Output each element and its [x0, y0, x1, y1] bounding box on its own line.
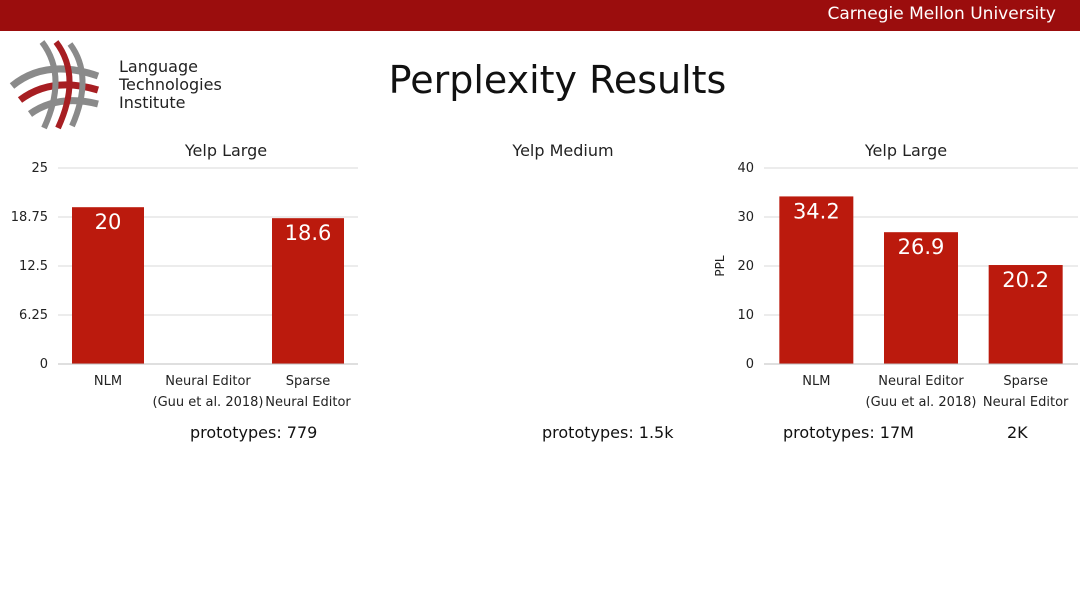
lti-logo-icon [9, 40, 100, 130]
y-tick-label: 40 [737, 161, 754, 176]
logo-line: Institute [119, 93, 186, 112]
category-label: (Guu et al. 2018) [153, 395, 264, 410]
bar [884, 232, 958, 364]
category-label: Neural Editor [878, 374, 964, 389]
y-axis-label: PPL [713, 255, 727, 276]
footnote-right-2k: 2K [1007, 423, 1028, 442]
category-label: Neural Editor [165, 374, 251, 389]
slide-title: Perplexity Results [388, 58, 727, 102]
category-label: Neural Editor [265, 395, 351, 410]
footnote-left: prototypes: 779 [190, 423, 318, 442]
data-label: 34.2 [793, 199, 840, 223]
data-label: 26.9 [898, 235, 945, 259]
chart-title: Yelp Medium [511, 141, 613, 160]
y-tick-label: 25 [31, 161, 48, 176]
bar [988, 265, 1063, 364]
data-label: 18.6 [285, 221, 332, 245]
y-tick-label: 0 [746, 357, 754, 372]
bar [272, 218, 344, 364]
category-label: (Guu et al. 2018) [866, 395, 977, 410]
category-label: NLM [802, 374, 830, 389]
logo-line: Technologies [119, 75, 222, 94]
university-name: Carnegie Mellon University [827, 4, 1057, 24]
footnote-middle: prototypes: 1.5k [542, 423, 674, 442]
bar-charts: Yelp Large 0 6.25 12.5 18.75 25 20 NLM Neural Ed… [11, 141, 1078, 410]
y-tick-label: 10 [737, 308, 754, 323]
chart-title: Yelp Large [864, 141, 947, 160]
footnote-right: prototypes: 17M [783, 423, 914, 442]
category-label: Sparse [286, 374, 331, 389]
bar [72, 207, 144, 364]
category-label: NLM [94, 374, 122, 389]
y-tick-label: 18.75 [11, 210, 48, 225]
y-tick-label: 0 [40, 357, 48, 372]
y-tick-label: 20 [737, 259, 754, 274]
logo-text: Language Technologies Institute [119, 58, 222, 112]
data-label: 20.2 [1002, 268, 1049, 292]
bar [779, 196, 854, 364]
category-label: Neural Editor [983, 395, 1069, 410]
logo-line: Language [119, 57, 198, 76]
data-label: 20 [95, 210, 122, 234]
header-bar: Carnegie Mellon University [0, 0, 1080, 31]
charts-area: Yelp Large 0 6.25 12.5 18.75 25 20 NLM Neural Ed… [0, 130, 1080, 460]
y-tick-label: 12.5 [19, 259, 48, 274]
y-tick-label: 6.25 [19, 308, 48, 323]
y-tick-label: 30 [737, 210, 754, 225]
category-label: Sparse [1003, 374, 1048, 389]
chart-title: Yelp Large [184, 141, 267, 160]
